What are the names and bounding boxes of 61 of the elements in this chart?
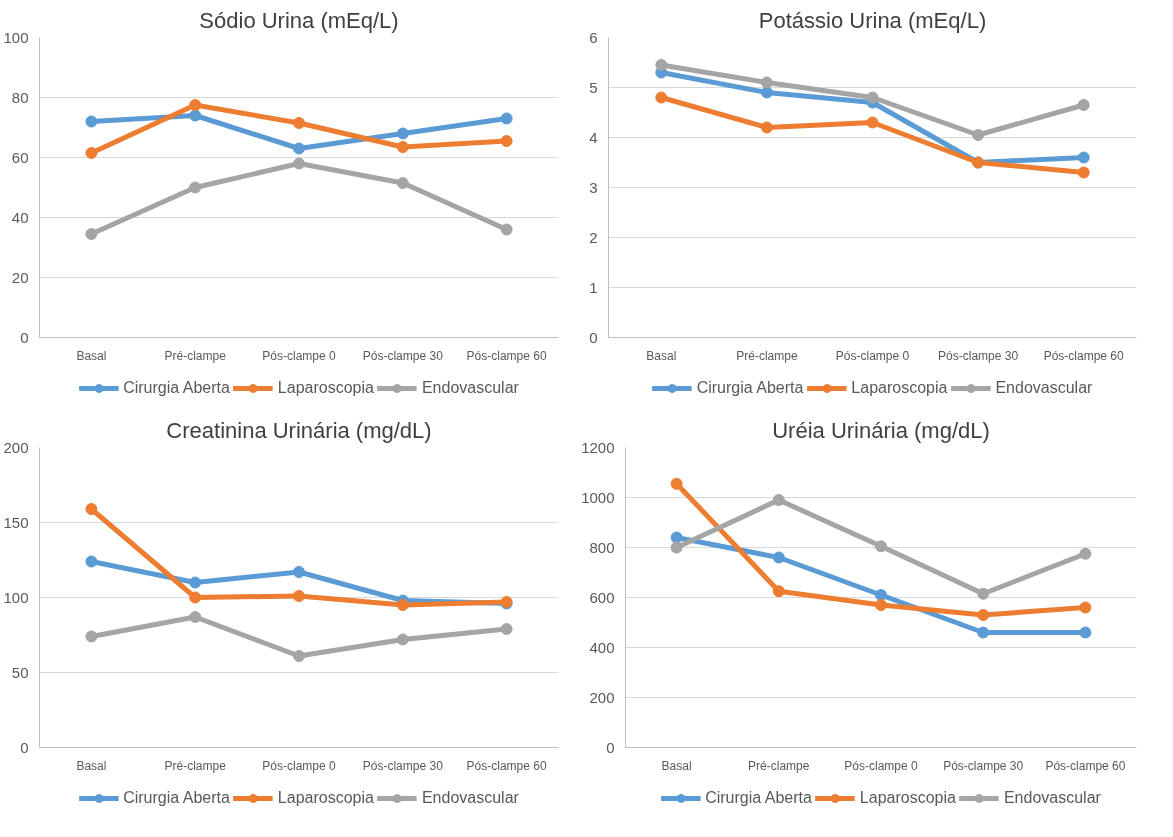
y-tick-label: 80 [11, 88, 29, 106]
chart-title: Potássio Urina (mEq/L) [758, 7, 987, 33]
chart-title: Uréia Urinária (mg/dL) [772, 417, 990, 443]
x-tick-label: Basal [646, 348, 677, 363]
x-tick-label: Pós-clampe 30 [938, 348, 1019, 363]
y-tick-label: 60 [11, 148, 29, 166]
x-tick-label: Pós-clampe 60 [1043, 348, 1125, 363]
legend-label: Endovascular [995, 378, 1093, 397]
x-tick-label: Basal [76, 348, 107, 363]
y-tick-label: 1 [589, 278, 598, 296]
legend-label: Endovascular [421, 788, 519, 807]
x-tick-label: Pós-clampe 30 [362, 758, 444, 773]
x-tick-label: Pré-clampe [736, 348, 798, 363]
x-tick-label: Pós-clampe 60 [1045, 758, 1126, 773]
legend-label: Cirurgia Aberta [123, 378, 230, 397]
legend-label: Endovascular [1003, 788, 1101, 807]
y-tick-label: 100 [3, 28, 29, 46]
x-tick-label: Pós-clampe 30 [943, 758, 1024, 773]
y-tick-label: 200 [589, 688, 615, 706]
y-tick-label: 4 [589, 128, 598, 146]
x-tick-label: Pré-clampe [164, 348, 227, 363]
legend-label: Laparoscopia [277, 788, 374, 807]
y-tick-label: 20 [11, 268, 29, 286]
legend-label: Laparoscopia [851, 378, 948, 397]
y-tick-label: 1200 [581, 438, 615, 456]
y-tick-label: 150 [3, 513, 29, 531]
legend-label: Laparoscopia [277, 378, 374, 397]
x-tick-label: Pós-clampe 0 [844, 758, 919, 773]
y-tick-label: 0 [606, 738, 615, 756]
x-tick-label: Pós-clampe 60 [466, 348, 547, 363]
y-tick-label: 200 [3, 438, 29, 456]
x-tick-label: Pós-clampe 0 [835, 348, 910, 363]
legend-label: Cirurgia Aberta [705, 788, 812, 807]
legend-label: Cirurgia Aberta [123, 788, 230, 807]
legend-label: Laparoscopia [859, 788, 956, 807]
y-tick-label: 3 [589, 178, 598, 196]
chart-title: Creatinina Urinária (mg/dL) [166, 417, 432, 443]
x-tick-label: Pós-clampe 0 [262, 758, 337, 773]
y-tick-label: 800 [589, 538, 615, 556]
y-tick-label: 6 [589, 28, 598, 46]
chart-title: Sódio Urina (mEq/L) [199, 7, 399, 33]
legend-label: Endovascular [421, 378, 519, 397]
y-tick-label: 1000 [581, 488, 615, 506]
legend-label: Cirurgia Aberta [696, 378, 804, 397]
y-tick-label: 5 [589, 78, 598, 96]
x-tick-label: Pós-clampe 30 [362, 348, 444, 363]
y-tick-label: 600 [589, 588, 615, 606]
x-tick-label: Basal [76, 758, 107, 773]
y-tick-label: 100 [3, 588, 29, 606]
y-tick-label: 0 [20, 328, 29, 346]
y-tick-label: 2 [589, 228, 598, 246]
x-tick-label: Basal [661, 758, 692, 773]
y-tick-label: 0 [589, 328, 598, 346]
y-tick-label: 400 [589, 638, 615, 656]
x-tick-label: Pós-clampe 60 [466, 758, 547, 773]
y-tick-label: 40 [11, 208, 29, 226]
y-tick-label: 50 [11, 663, 29, 681]
y-tick-label: 0 [20, 738, 29, 756]
x-tick-label: Pré-clampe [164, 758, 227, 773]
x-tick-label: Pós-clampe 0 [262, 348, 337, 363]
x-tick-label: Pré-clampe [748, 758, 810, 773]
